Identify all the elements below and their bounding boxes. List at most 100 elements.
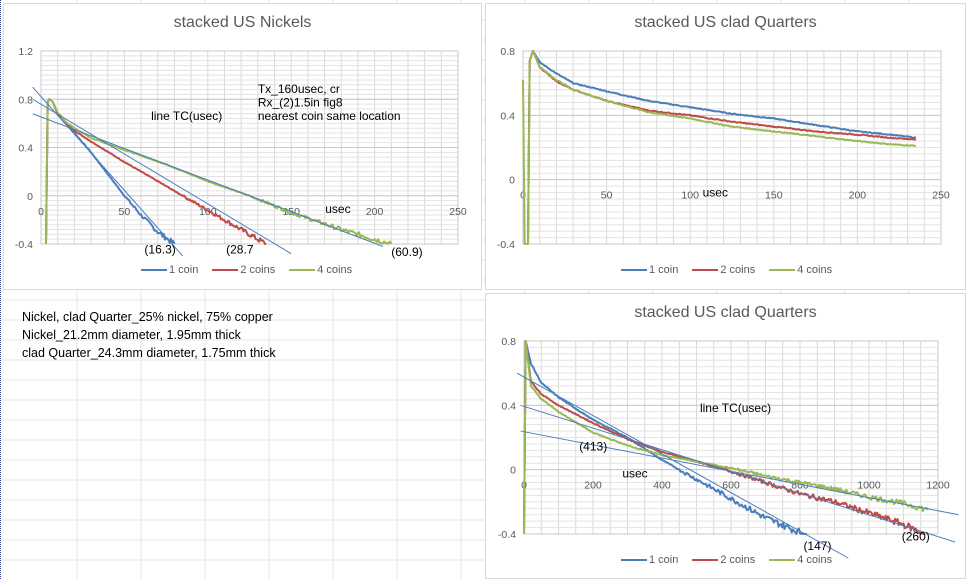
legend: 1 coin 2 coins 4 coins bbox=[621, 264, 832, 276]
annotation: usec bbox=[622, 467, 647, 481]
legend-label: 2 coins bbox=[720, 264, 756, 276]
y-tick-label: 0.4 bbox=[501, 400, 516, 412]
plot-border bbox=[40, 50, 459, 245]
trendline-4-coins bbox=[32, 113, 384, 247]
gridlines bbox=[40, 50, 459, 245]
trendline-1-coin bbox=[516, 372, 849, 559]
sheet-edge bbox=[0, 0, 3, 579]
legend-swatch bbox=[692, 269, 719, 271]
legend-label: 2 coins bbox=[240, 264, 276, 276]
chart-quarters-1200[interactable]: stacked US clad Quarters -0.4 0 0.4 0.8 0 200… bbox=[485, 293, 966, 579]
legend-item[interactable]: 2 coins bbox=[692, 264, 755, 276]
legend-swatch bbox=[621, 559, 647, 561]
legend-swatch bbox=[289, 269, 316, 271]
y-tick-label: 0 bbox=[509, 175, 515, 187]
legend-item[interactable]: 4 coins bbox=[769, 554, 832, 566]
note-line: clad Quarter_24.3mm diameter, 1.75mm thi… bbox=[22, 346, 276, 360]
legend-swatch bbox=[692, 559, 719, 561]
annotation: line TC(usec) bbox=[700, 401, 771, 415]
legend-swatch bbox=[621, 269, 647, 271]
legend-swatch bbox=[141, 269, 167, 271]
chart-quarters-250[interactable]: stacked US clad Quarters -0.4 0 0.4 0.8 0 50 1… bbox=[485, 3, 966, 290]
legend-label: 2 coins bbox=[720, 554, 756, 566]
x-tick-label: 200 bbox=[849, 190, 867, 202]
note-line: Nickel, clad Quarter_25% nickel, 75% cop… bbox=[22, 310, 273, 324]
annotation: Tx_160usec, cr bbox=[258, 82, 340, 96]
trendline-2-coins bbox=[520, 404, 956, 543]
note-line: Nickel_21.2mm diameter, 1.95mm thick bbox=[22, 328, 241, 342]
legend-swatch bbox=[769, 269, 796, 271]
x-tick-label: 600 bbox=[722, 480, 740, 492]
legend-label: 1 coin bbox=[649, 264, 679, 276]
plot-area: -0.400.40.81.2050100150200250usecline TC… bbox=[15, 46, 467, 259]
x-tick-label: 200 bbox=[584, 480, 602, 492]
x-tick-label: 150 bbox=[765, 190, 783, 202]
y-tick-label: 0 bbox=[27, 191, 33, 203]
x-tick-label: 0 bbox=[38, 206, 44, 218]
x-tick-label: 50 bbox=[119, 206, 131, 218]
gridlines bbox=[522, 50, 942, 245]
x-tick-label: 1200 bbox=[926, 480, 950, 492]
legend-label: 1 coin bbox=[169, 264, 199, 276]
chart-nickels[interactable]: stacked US Nickels -0.400.40.81.20501001… bbox=[3, 3, 482, 290]
y-tick-label: 1.2 bbox=[18, 46, 33, 58]
annotation: (60.9) bbox=[391, 245, 422, 259]
y-tick-label: 0 bbox=[510, 465, 516, 477]
series-line-4-coins bbox=[45, 98, 393, 245]
x-tick-label: 50 bbox=[601, 190, 613, 202]
y-tick-label: 0.8 bbox=[500, 46, 515, 58]
trendline-4-coins bbox=[520, 430, 959, 516]
annotation: (413) bbox=[579, 439, 607, 453]
x-tick-label: 0 bbox=[520, 190, 526, 202]
legend-swatch bbox=[212, 269, 239, 271]
legend-item[interactable]: 4 coins bbox=[769, 264, 832, 276]
legend: 1 coin 2 coins 4 coins bbox=[621, 554, 832, 566]
y-tick-label: -0.4 bbox=[497, 239, 515, 251]
plot-area: -0.4 0 0.4 0.8 0 50 100 150 200 250 usec bbox=[497, 46, 950, 251]
trendline-1-coin bbox=[32, 86, 184, 257]
legend-label: 4 coins bbox=[797, 554, 833, 566]
legend-label: 1 coin bbox=[649, 554, 679, 566]
y-tick-label: 0.8 bbox=[501, 336, 516, 348]
legend-item[interactable]: 2 coins bbox=[692, 554, 755, 566]
legend: 1 coin 2 coins 4 coins bbox=[141, 264, 352, 276]
annotation: nearest coin same location bbox=[258, 109, 401, 123]
series-line-2-coins bbox=[45, 98, 267, 245]
x-tick-label: 100 bbox=[681, 190, 699, 202]
annotation: line TC(usec) bbox=[151, 109, 222, 123]
annotation: Rx_(2)1.5in fig8 bbox=[258, 95, 343, 109]
x-tick-label: 250 bbox=[932, 190, 950, 202]
series-line-4-coins bbox=[522, 50, 916, 245]
legend-item[interactable]: 4 coins bbox=[289, 264, 352, 276]
trendline-2-coins bbox=[32, 98, 292, 255]
gridlines bbox=[523, 340, 939, 535]
y-tick-label: 0.8 bbox=[18, 94, 33, 106]
annotation: (260) bbox=[902, 529, 930, 543]
x-axis-label: usec bbox=[325, 202, 350, 216]
legend-label: 4 coins bbox=[797, 264, 833, 276]
x-axis-label: usec bbox=[703, 186, 728, 200]
y-tick-label: 0.4 bbox=[500, 110, 515, 122]
x-tick-label: 400 bbox=[653, 480, 671, 492]
y-tick-label: -0.4 bbox=[498, 529, 516, 541]
series-line-1-coin bbox=[527, 50, 917, 245]
legend-item[interactable]: 2 coins bbox=[212, 264, 275, 276]
chart-title: stacked US clad Quarters bbox=[634, 304, 817, 321]
chart-title: stacked US clad Quarters bbox=[634, 14, 817, 31]
legend-label: 4 coins bbox=[317, 264, 353, 276]
y-tick-label: 0.4 bbox=[18, 143, 33, 155]
series-line-1-coin bbox=[523, 340, 807, 535]
legend-swatch bbox=[769, 559, 796, 561]
annotation: (147) bbox=[803, 539, 831, 553]
y-tick-label: -0.4 bbox=[15, 239, 33, 251]
annotation: (28.7 bbox=[226, 243, 254, 257]
x-tick-label: 200 bbox=[366, 206, 384, 218]
chart-title: stacked US Nickels bbox=[173, 14, 312, 31]
legend-item[interactable]: 1 coin bbox=[621, 264, 678, 276]
annotation: (16.3) bbox=[144, 243, 175, 257]
legend-item[interactable]: 1 coin bbox=[621, 554, 678, 566]
x-tick-label: 1000 bbox=[857, 480, 881, 492]
legend-item[interactable]: 1 coin bbox=[141, 264, 198, 276]
x-tick-label: 250 bbox=[449, 206, 467, 218]
